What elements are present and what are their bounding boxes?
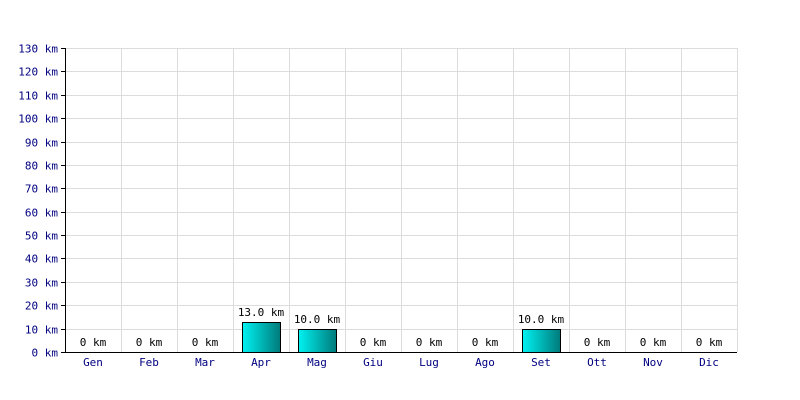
data-labels: 0 km 0 km 0 km 13.0 km 10.0 km 0 km 0 km 0 km 10… — [80, 306, 723, 349]
y-tick-label: 0 km — [32, 347, 59, 360]
x-tick-label: Giu — [363, 356, 383, 369]
y-tick-label: 10 km — [25, 324, 58, 337]
y-tick-label: 60 km — [25, 207, 58, 220]
x-tick-label: Lug — [419, 356, 439, 369]
data-label: 0 km — [80, 336, 107, 349]
y-tick-label: 70 km — [25, 183, 58, 196]
y-tick-label: 50 km — [25, 230, 58, 243]
data-label: 0 km — [584, 336, 611, 349]
x-tick-label: Mag — [307, 356, 327, 369]
data-label: 0 km — [416, 336, 443, 349]
y-tick-label: 30 km — [25, 277, 58, 290]
x-tick-label: Set — [531, 356, 551, 369]
y-tick-label: 130 km — [18, 43, 58, 56]
y-tick-label: 90 km — [25, 137, 58, 150]
y-tick-label: 120 km — [18, 66, 58, 79]
data-label: 0 km — [136, 336, 163, 349]
data-label: 10.0 km — [518, 313, 565, 326]
y-axis-tick-labels: 0 km 10 km 20 km 30 km 40 km 50 km 60 km 70 km 8… — [18, 43, 58, 360]
bar-apr — [242, 322, 281, 353]
bars — [242, 322, 561, 353]
data-label: 0 km — [192, 336, 219, 349]
y-tick-label: 40 km — [25, 253, 58, 266]
y-tick-label: 80 km — [25, 160, 58, 173]
x-tick-label: Nov — [643, 356, 663, 369]
bar-set — [522, 329, 561, 353]
y-tick-label: 100 km — [18, 113, 58, 126]
x-axis-tick-labels: Gen Feb Mar Apr Mag Giu Lug Ago Set Ott Nov Dic — [83, 356, 719, 369]
x-tick-label: Ago — [475, 356, 495, 369]
data-label: 0 km — [696, 336, 723, 349]
data-label: 10.0 km — [294, 313, 341, 326]
x-tick-label: Gen — [83, 356, 103, 369]
data-label: 0 km — [472, 336, 499, 349]
data-label: 0 km — [360, 336, 387, 349]
y-tick-label: 20 km — [25, 300, 58, 313]
x-tick-label: Dic — [699, 356, 719, 369]
x-tick-label: Feb — [139, 356, 159, 369]
bar-mag — [298, 329, 337, 353]
y-tick-label: 110 km — [18, 90, 58, 103]
axes — [61, 48, 737, 353]
x-tick-label: Ott — [587, 356, 607, 369]
data-label: 13.0 km — [238, 306, 285, 319]
x-tick-label: Apr — [251, 356, 271, 369]
data-label: 0 km — [640, 336, 667, 349]
x-tick-label: Mar — [195, 356, 215, 369]
grid — [65, 48, 738, 352]
